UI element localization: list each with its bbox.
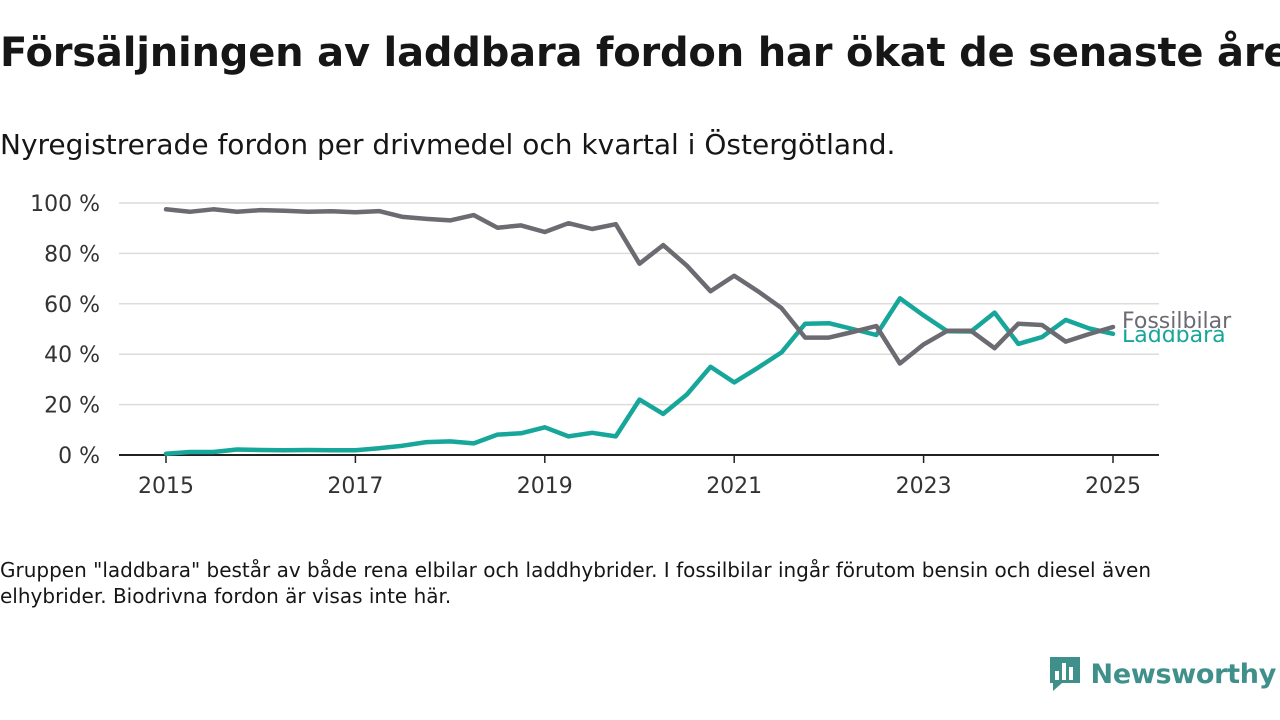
- x-axis: 2015 2017 2019 2021 2023 2025: [119, 454, 1159, 499]
- x-tick-label: 2023: [896, 474, 952, 499]
- bar-chart-icon: [1049, 657, 1080, 691]
- series-label-laddbara: Laddbara: [1122, 323, 1226, 348]
- x-tick-label: 2017: [327, 474, 383, 499]
- x-tick-label: 2021: [706, 474, 762, 499]
- y-tick-label: 60 %: [44, 293, 100, 318]
- series-line-laddbara: [163, 296, 1116, 456]
- grid-lines: [119, 202, 1159, 406]
- series-line-fossilbilar: [163, 207, 1116, 366]
- y-tick-label: 80 %: [44, 242, 100, 267]
- brand-logo: Newsworthy: [1047, 654, 1276, 694]
- brand-name: Newsworthy: [1090, 658, 1277, 690]
- line-chart: 0 % 20 % 40 % 60 % 80 % 100 % 2015 2017 2019 202…: [30, 192, 1234, 499]
- y-axis-ticks: 0 % 20 % 40 % 60 % 80 % 100 %: [30, 192, 100, 469]
- series-label-fossilbilar: Fossilbilar: [1122, 309, 1232, 334]
- footnote: Gruppen "laddbara" består av både rena e…: [0, 558, 1152, 608]
- x-tick-label: 2015: [138, 474, 194, 499]
- chart-title: Försäljningen av laddbara fordon har öka…: [0, 30, 1280, 76]
- chart-subtitle: Nyregistrerade fordon per drivmedel och …: [0, 128, 896, 161]
- y-tick-label: 40 %: [44, 343, 100, 368]
- x-tick-label: 2019: [517, 474, 573, 499]
- y-tick-label: 100 %: [30, 192, 100, 217]
- y-tick-label: 0 %: [58, 444, 100, 469]
- series-lines: [163, 207, 1116, 456]
- x-tick-label: 2025: [1085, 474, 1141, 499]
- y-tick-label: 20 %: [44, 394, 100, 419]
